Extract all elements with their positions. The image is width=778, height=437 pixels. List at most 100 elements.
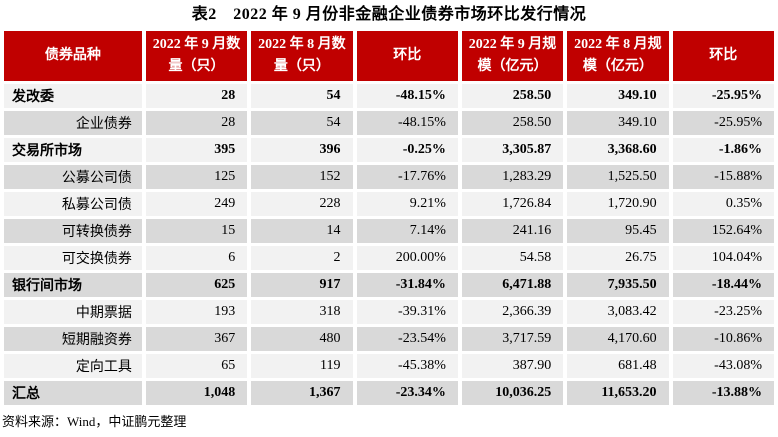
value-cell: 681.48 [567, 354, 669, 378]
row-label-cell: 短期融资券 [4, 327, 142, 351]
value-cell: 6,471.88 [461, 273, 564, 297]
row-label-cell: 发改委 [4, 84, 142, 108]
value-cell: 4,170.60 [567, 327, 669, 351]
value-cell: -1.86% [672, 138, 774, 162]
row-label-cell: 可转换债券 [4, 219, 142, 243]
value-cell: -23.25% [672, 300, 774, 324]
value-cell: 200.00% [356, 246, 458, 270]
value-cell: -15.88% [672, 165, 774, 189]
value-cell: 241.16 [461, 219, 564, 243]
table-row: 可转换债券 15 14 7.14% 241.16 95.45 152.64% [4, 219, 774, 243]
value-cell: 11,653.20 [567, 381, 669, 405]
table-body: 发改委 28 54 -48.15% 258.50 349.10 -25.95% 企业债券 28 5… [4, 84, 774, 405]
value-cell: -48.15% [356, 111, 458, 135]
table-title: 表2 2022 年 9 月份非金融企业债券市场环比发行情况 [191, 6, 587, 23]
value-cell: 3,083.42 [567, 300, 669, 324]
value-cell: 15 [145, 219, 248, 243]
row-label-cell: 交易所市场 [4, 138, 142, 162]
header-row: 债券品种 2022 年 9 月数量（只） 2022 年 8 月数量（只） 环比 … [4, 31, 774, 81]
value-cell: 3,717.59 [461, 327, 564, 351]
value-cell: 349.10 [567, 84, 669, 108]
value-cell: 258.50 [461, 111, 564, 135]
value-cell: -45.38% [356, 354, 458, 378]
value-cell: 318 [251, 300, 353, 324]
table-row: 公募公司债 125 152 -17.76% 1,283.29 1,525.50 -15.88… [4, 165, 774, 189]
value-cell: 917 [251, 273, 353, 297]
data-source-note: 资料来源：Wind，中证鹏元整理 [2, 414, 187, 429]
value-cell: 2,366.39 [461, 300, 564, 324]
table-row: 企业债券 28 54 -48.15% 258.50 349.10 -25.95% [4, 111, 774, 135]
value-cell: 2 [251, 246, 353, 270]
value-cell: 1,367 [251, 381, 353, 405]
value-cell: -25.95% [672, 84, 774, 108]
value-cell: 28 [145, 111, 248, 135]
value-cell: 367 [145, 327, 248, 351]
value-cell: -48.15% [356, 84, 458, 108]
value-cell: -43.08% [672, 354, 774, 378]
table-row: 短期融资券 367 480 -23.54% 3,717.59 4,170.60 -10.86… [4, 327, 774, 351]
value-cell: 119 [251, 354, 353, 378]
value-cell: -31.84% [356, 273, 458, 297]
table-row: 交易所市场 395 396 -0.25% 3,305.87 3,368.60 -1.86% [4, 138, 774, 162]
value-cell: 7.14% [356, 219, 458, 243]
table-row: 发改委 28 54 -48.15% 258.50 349.10 -25.95% [4, 84, 774, 108]
value-cell: 26.75 [567, 246, 669, 270]
value-cell: 1,525.50 [567, 165, 669, 189]
row-label-cell: 中期票据 [4, 300, 142, 324]
table-row: 银行间市场 625 917 -31.84% 6,471.88 7,935.50 -18.44… [4, 273, 774, 297]
row-label-cell: 定向工具 [4, 354, 142, 378]
value-cell: -0.25% [356, 138, 458, 162]
value-cell: -25.95% [672, 111, 774, 135]
value-cell: 104.04% [672, 246, 774, 270]
value-cell: 10,036.25 [461, 381, 564, 405]
value-cell: 1,720.90 [567, 192, 669, 216]
table-header: 债券品种 2022 年 9 月数量（只） 2022 年 8 月数量（只） 环比 … [4, 31, 774, 81]
value-cell: -10.86% [672, 327, 774, 351]
value-cell: 54 [251, 111, 353, 135]
value-cell: 396 [251, 138, 353, 162]
value-cell: -18.44% [672, 273, 774, 297]
table-row: 可交换债券 6 2 200.00% 54.58 26.75 104.04% [4, 246, 774, 270]
row-label-cell: 汇总 [4, 381, 142, 405]
value-cell: -23.34% [356, 381, 458, 405]
row-label-cell: 私募公司债 [4, 192, 142, 216]
value-cell: 9.21% [356, 192, 458, 216]
value-cell: 480 [251, 327, 353, 351]
value-cell: 625 [145, 273, 248, 297]
value-cell: 6 [145, 246, 248, 270]
value-cell: 54 [251, 84, 353, 108]
value-cell: 152.64% [672, 219, 774, 243]
value-cell: 3,368.60 [567, 138, 669, 162]
header-cell-scale-mom: 环比 [672, 31, 774, 81]
value-cell: 54.58 [461, 246, 564, 270]
value-cell: 14 [251, 219, 353, 243]
value-cell: -23.54% [356, 327, 458, 351]
value-cell: 152 [251, 165, 353, 189]
row-label-cell: 银行间市场 [4, 273, 142, 297]
value-cell: 349.10 [567, 111, 669, 135]
table-row: 私募公司债 249 228 9.21% 1,726.84 1,720.90 0.35% [4, 192, 774, 216]
value-cell: 249 [145, 192, 248, 216]
row-label-cell: 可交换债券 [4, 246, 142, 270]
value-cell: 1,048 [145, 381, 248, 405]
header-cell-count-mom: 环比 [356, 31, 458, 81]
table-row: 汇总 1,048 1,367 -23.34% 10,036.25 11,653.20 -13… [4, 381, 774, 405]
row-label-cell: 公募公司债 [4, 165, 142, 189]
value-cell: 395 [145, 138, 248, 162]
value-cell: 1,726.84 [461, 192, 564, 216]
bond-issuance-table: 债券品种 2022 年 9 月数量（只） 2022 年 8 月数量（只） 环比 … [0, 28, 778, 408]
header-cell-bond-type: 债券品种 [4, 31, 142, 81]
value-cell: 28 [145, 84, 248, 108]
value-cell: -39.31% [356, 300, 458, 324]
header-cell-aug-count: 2022 年 8 月数量（只） [251, 31, 353, 81]
value-cell: 3,305.87 [461, 138, 564, 162]
table-row: 中期票据 193 318 -39.31% 2,366.39 3,083.42 -23.25% [4, 300, 774, 324]
value-cell: 65 [145, 354, 248, 378]
header-cell-sep-scale: 2022 年 9 月规模（亿元） [461, 31, 564, 81]
header-cell-aug-scale: 2022 年 8 月规模（亿元） [567, 31, 669, 81]
value-cell: 0.35% [672, 192, 774, 216]
value-cell: 7,935.50 [567, 273, 669, 297]
value-cell: 125 [145, 165, 248, 189]
value-cell: 387.90 [461, 354, 564, 378]
